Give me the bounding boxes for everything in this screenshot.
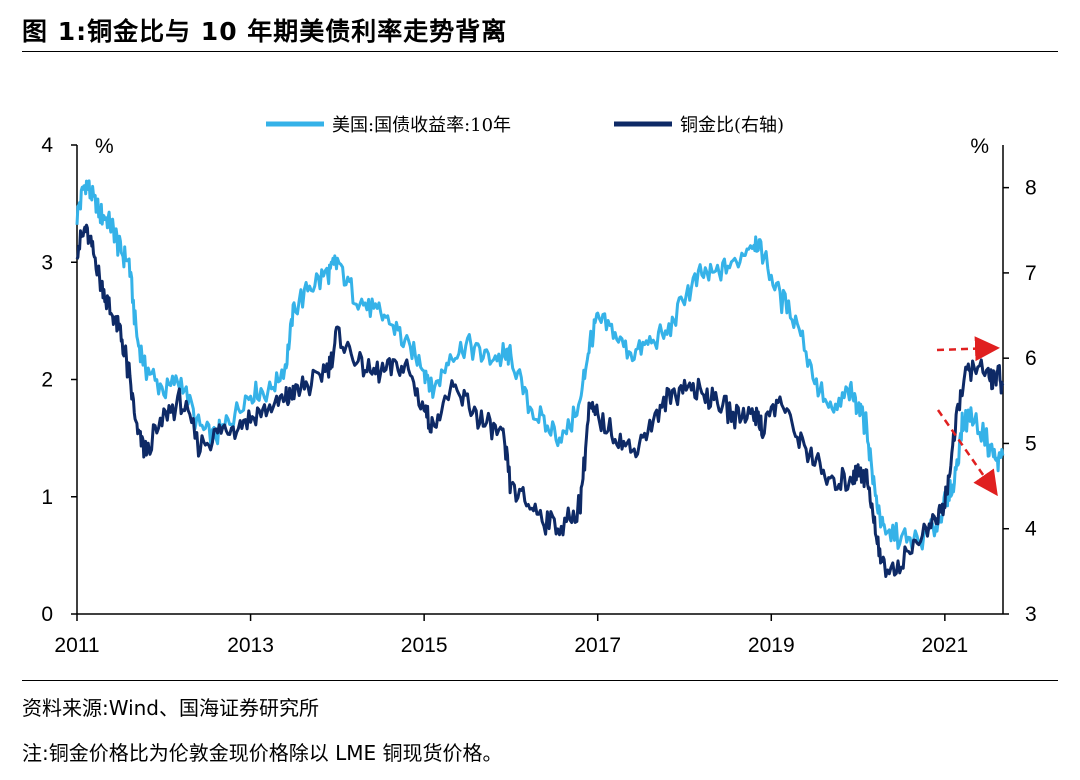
x-tick-label: 2017 xyxy=(574,634,621,657)
x-tick-label: 2019 xyxy=(748,634,795,657)
axes: 0 1 2 3 4 3 4 5 6 7 8 2011 2013 2015 2017 2019 2021%% xyxy=(41,134,1037,657)
y-tick-label-right: 5 xyxy=(1025,432,1037,455)
y-unit-right: % xyxy=(970,135,989,158)
y-tick-label-left: 2 xyxy=(41,369,53,392)
y-tick-label-right: 7 xyxy=(1025,262,1037,285)
y-unit-left: % xyxy=(95,135,114,158)
footnote: 注:铜金价格比为伦敦金现价格除以 LME 铜现货价格。 xyxy=(22,741,503,765)
x-tick-label: 2011 xyxy=(54,634,99,657)
legend-item-ratio-label: 铜金比(右轴) xyxy=(680,115,784,136)
series-layer xyxy=(75,179,1005,578)
y-tick-label-left: 0 xyxy=(41,603,53,626)
y-tick-label-right: 8 xyxy=(1025,177,1037,200)
y-tick-label-left: 3 xyxy=(41,251,53,274)
arrow-yield-down xyxy=(936,409,998,497)
arrow-ratio-up xyxy=(936,336,1000,362)
footer-rule xyxy=(22,680,1058,681)
figure-title: 图 1:铜金比与 10 年期美债利率走势背离 xyxy=(22,17,508,46)
x-tick-label: 2013 xyxy=(227,634,274,657)
series-line-yield xyxy=(75,179,1005,551)
x-tick-label: 2021 xyxy=(921,634,968,657)
legend: 美国:国债收益率:10年 铜金比(右轴) xyxy=(266,115,784,136)
series-line-ratio xyxy=(75,223,1005,578)
y-tick-label-right: 6 xyxy=(1025,347,1037,370)
y-tick-label-right: 4 xyxy=(1025,518,1037,541)
annotations xyxy=(936,336,1000,497)
source-note: 资料来源:Wind、国海证券研究所 xyxy=(22,696,320,720)
y-tick-label-left: 1 xyxy=(41,486,53,509)
x-tick-label: 2015 xyxy=(401,634,448,657)
legend-item-yield-label: 美国:国债收益率:10年 xyxy=(332,115,511,136)
y-tick-label-left: 4 xyxy=(41,134,53,157)
title-rule xyxy=(22,51,1058,52)
y-tick-label-right: 3 xyxy=(1025,603,1037,626)
